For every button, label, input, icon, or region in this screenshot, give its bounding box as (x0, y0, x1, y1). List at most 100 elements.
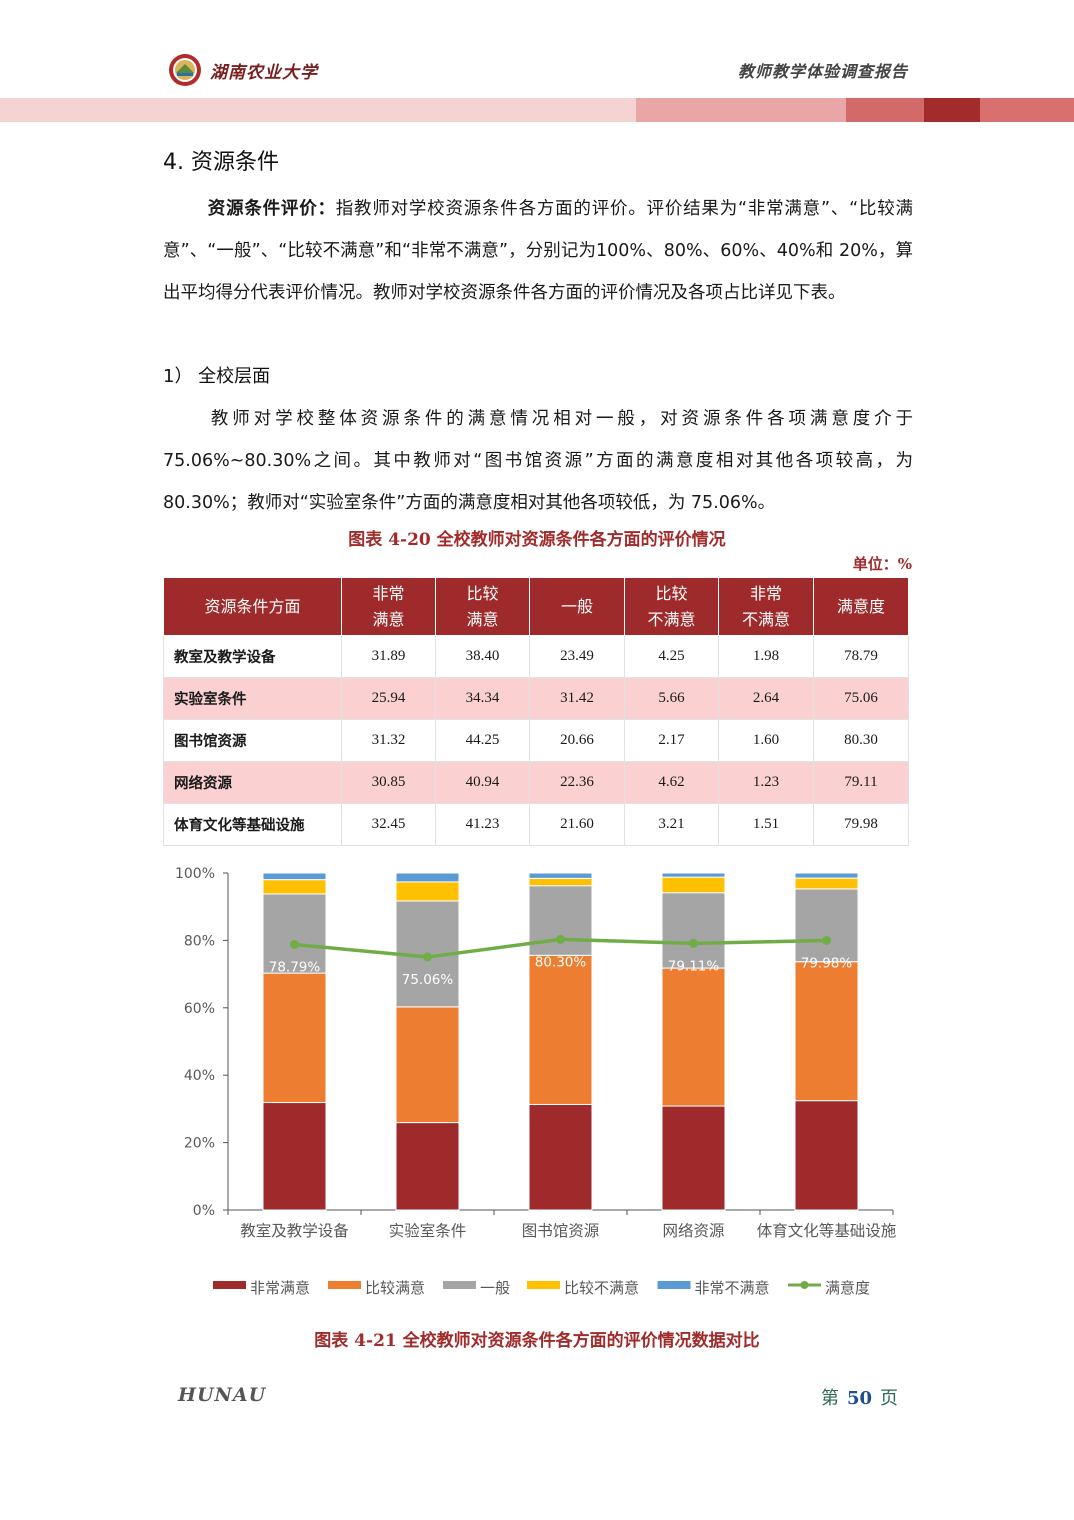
table-cell: 75.06 (813, 677, 909, 720)
table-header-cell: 比较 不满意 (624, 577, 719, 636)
table-header-cell: 非常 不满意 (718, 577, 814, 636)
table-cell: 31.42 (529, 677, 625, 720)
header-band (636, 98, 846, 122)
satisfaction-point (290, 939, 299, 949)
x-tick-label: 实验室条件 (389, 1222, 467, 1240)
table-row: 实验室条件 25.94 34.34 31.42 5.66 2.64 75.06 (163, 677, 909, 720)
satisfaction-data-label: 79.11% (668, 958, 720, 974)
table-header-row: 资源条件方面 非常 满意 比较 满意 一般 比较 不满意 非常 不满意 满意度 (163, 577, 909, 636)
y-tick-label: 40% (184, 1068, 215, 1084)
table-cell: 4.25 (624, 635, 719, 678)
stacked-bar-chart: 0% 20% 40% 60% 80% 100% 教室及教学设备 实验室条件 图书馆资源 网络资源 体… (163, 858, 923, 1308)
x-tick-label: 体育文化等基础设施 (757, 1222, 897, 1240)
bar-segment (262, 879, 327, 895)
table-row: 教室及教学设备 31.89 38.40 23.49 4.25 1.98 78.79 (163, 635, 909, 678)
table-row-label: 体育文化等基础设施 (163, 803, 342, 846)
bar-segment (661, 876, 726, 894)
legend-label: 满意度 (825, 1279, 870, 1297)
university-logo-icon (168, 53, 202, 87)
table-cell: 41.23 (435, 803, 530, 846)
bar-segment (528, 877, 593, 887)
bar-segment (794, 872, 859, 879)
table-cell: 2.17 (624, 719, 719, 762)
table-cell: 1.60 (718, 719, 814, 762)
legend-label: 比较不满意 (564, 1279, 639, 1297)
bar-segment (661, 892, 726, 969)
table-row: 图书馆资源 31.32 44.25 20.66 2.17 1.60 80.30 (163, 719, 909, 762)
table-row-label: 教室及教学设备 (163, 635, 342, 678)
paragraph-body: 指教师对学校资源条件各方面的评价。评价结果为“非常满意”、“比较满意”、“一般”… (163, 199, 913, 303)
page-header: 湖南农业大学 教师教学体验调查报告 (0, 0, 1074, 130)
header-band (924, 98, 980, 122)
table-cell: 25.94 (341, 677, 436, 720)
subsection-title: 1） 全校层面 (163, 366, 271, 387)
bar-segment (395, 872, 460, 883)
table-cell: 31.89 (341, 635, 436, 678)
legend-label: 一般 (480, 1279, 510, 1297)
chart-caption: 图表 4-21 全校教师对资源条件各方面的评价情况数据对比 (314, 1331, 760, 1351)
table-row-label: 图书馆资源 (163, 719, 342, 762)
legend-swatch (213, 1281, 246, 1289)
satisfaction-point (689, 938, 698, 948)
legend-label: 比较满意 (365, 1279, 425, 1297)
satisfaction-point (423, 952, 432, 962)
table-row: 体育文化等基础设施 32.45 41.23 21.60 3.21 1.51 79.98 (163, 803, 909, 846)
bar-segment (661, 872, 726, 878)
bar-segment (395, 881, 460, 902)
satisfaction-point (556, 934, 565, 944)
satisfaction-point (822, 935, 831, 945)
y-tick-label: 20% (184, 1136, 215, 1152)
report-title: 教师教学体验调查报告 (737, 62, 908, 81)
table-cell: 20.66 (529, 719, 625, 762)
table-cell: 23.49 (529, 635, 625, 678)
table-cell: 1.51 (718, 803, 814, 846)
legend-swatch (443, 1281, 476, 1289)
bar-segment (528, 1103, 593, 1211)
y-tick-label: 100% (175, 866, 215, 882)
table-cell: 30.85 (341, 761, 436, 804)
satisfaction-data-label: 80.30% (535, 954, 587, 970)
satisfaction-data-label: 78.79% (269, 959, 321, 975)
table-header-cell: 资源条件方面 (163, 577, 342, 636)
table-unit: 单位：% (852, 555, 912, 573)
header-band (980, 98, 1074, 122)
bar-segment (661, 1105, 726, 1211)
paragraph-bold-lead: 资源条件评价： (207, 199, 336, 219)
table-cell: 78.79 (813, 635, 909, 678)
table-cell: 31.32 (341, 719, 436, 762)
legend-line-marker (800, 1281, 809, 1289)
paragraph-body: 教师对学校整体资源条件的满意情况相对一般，对资源条件各项满意度介于75.06%~… (163, 409, 913, 513)
table-cell: 2.64 (718, 677, 814, 720)
bar-segment (262, 872, 327, 881)
x-tick-label: 图书馆资源 (522, 1222, 600, 1240)
bar-segment (794, 877, 859, 890)
legend-label: 非常不满意 (695, 1279, 770, 1297)
table-cell: 80.30 (813, 719, 909, 762)
page-suffix: 页 (880, 1388, 898, 1409)
table-cell: 40.94 (435, 761, 530, 804)
table-header-cell: 比较 满意 (435, 577, 530, 636)
table-header-cell: 非常 满意 (341, 577, 436, 636)
table-cell: 22.36 (529, 761, 625, 804)
bar-segment (395, 1006, 460, 1124)
chart-svg: 0% 20% 40% 60% 80% 100% 教室及教学设备 实验室条件 图书馆资源 网络资源 体… (175, 866, 897, 1297)
satisfaction-data-label: 79.98% (801, 955, 853, 971)
y-tick-label: 60% (184, 1001, 215, 1017)
table-header-cell: 一般 (529, 577, 625, 636)
header-band (0, 98, 636, 122)
y-tick-label: 80% (184, 933, 215, 949)
paragraph-intro: 资源条件评价：指教师对学校资源条件各方面的评价。评价结果为“非常满意”、“比较满… (163, 188, 913, 314)
bar-segment (794, 1100, 859, 1211)
table-caption: 图表 4-20 全校教师对资源条件各方面的评价情况 (348, 530, 726, 550)
satisfaction-data-label: 75.06% (402, 972, 454, 988)
x-tick-label: 网络资源 (662, 1222, 724, 1240)
bar-segment (262, 893, 327, 974)
table-cell: 34.34 (435, 677, 530, 720)
table-cell: 79.11 (813, 761, 909, 804)
bar-segment (395, 1122, 460, 1211)
legend-swatch (657, 1281, 691, 1289)
table-cell: 21.60 (529, 803, 625, 846)
university-name: 湖南农业大学 (210, 63, 318, 83)
table-row-label: 实验室条件 (163, 677, 342, 720)
bar-segment (262, 972, 327, 1104)
